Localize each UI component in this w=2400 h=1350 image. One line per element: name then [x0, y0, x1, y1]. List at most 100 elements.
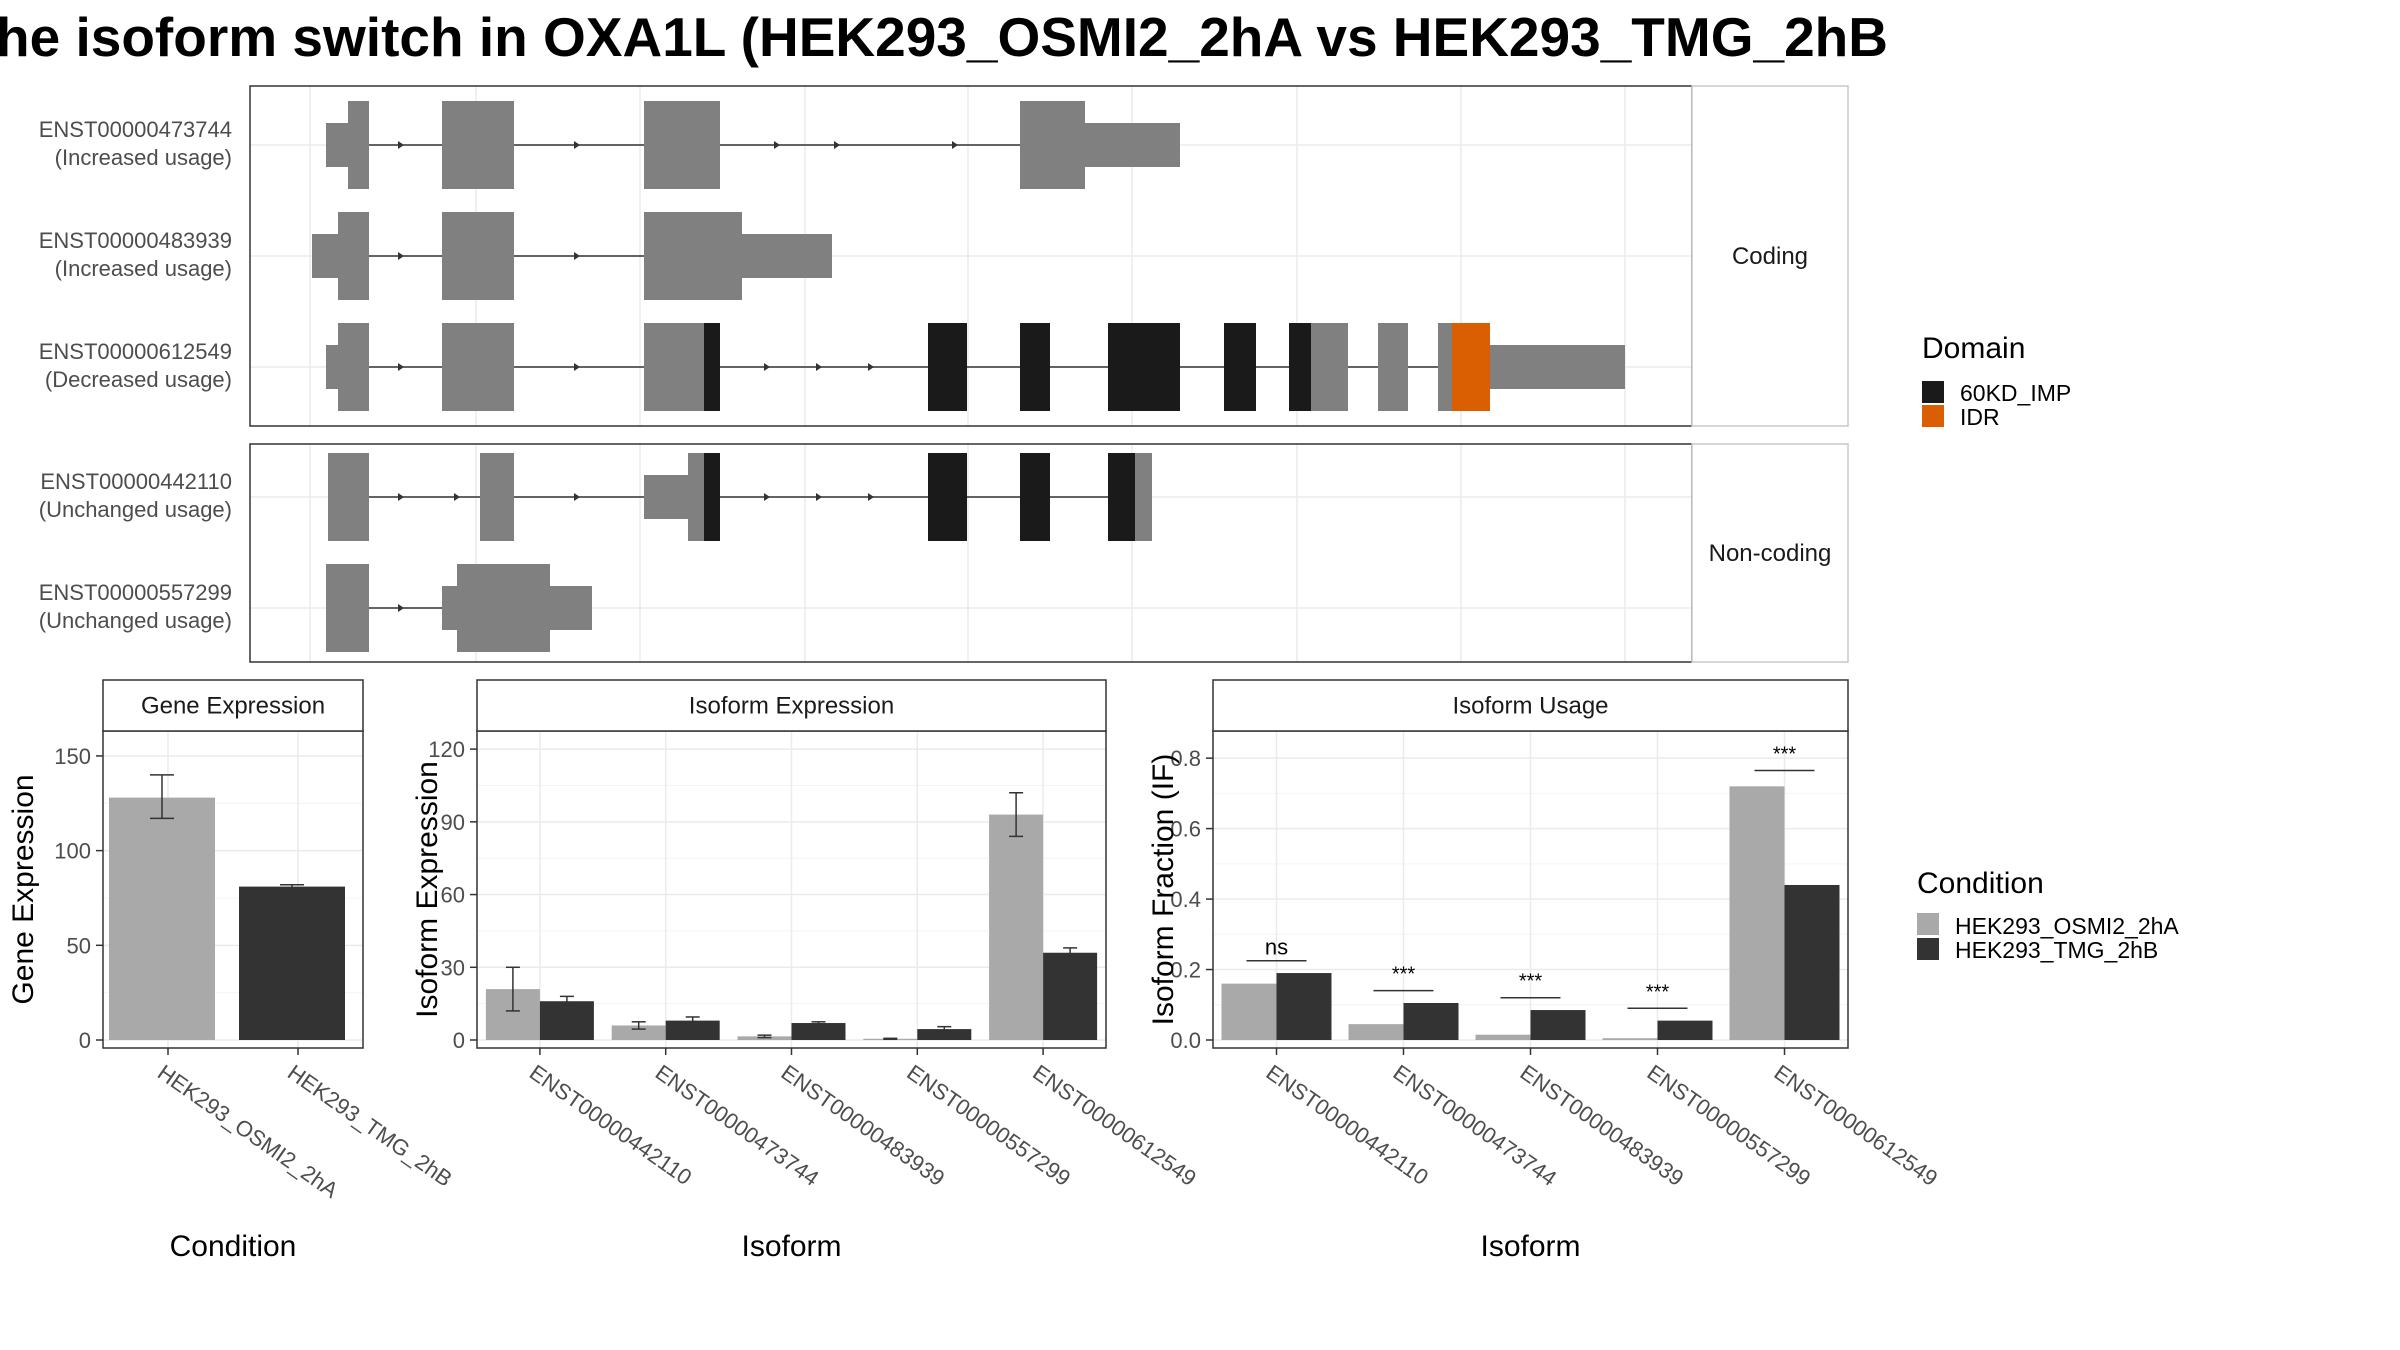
y-tick-label: 0 — [79, 1028, 91, 1053]
condition-legend-title: Condition — [1917, 867, 2044, 900]
transcript-group-non-coding: ENST00000442110 (Unchanged usage) ENST0000… — [39, 443, 1849, 663]
utr-block — [442, 586, 457, 630]
y-axis-title: Isoform Fraction (IF) — [1147, 754, 1180, 1026]
bar — [917, 1029, 972, 1040]
significance-label: *** — [1392, 964, 1416, 986]
bar — [611, 1025, 666, 1040]
chart-title: Gene Expression — [141, 693, 325, 720]
y-tick-label: 0.0 — [1170, 1028, 1201, 1053]
exon-block — [1135, 453, 1152, 541]
transcript-id-label: ENST00000473744 — [39, 117, 232, 142]
utr-block — [312, 234, 338, 278]
bar — [665, 1020, 720, 1040]
chart-title: Isoform Expression — [689, 693, 894, 720]
y-tick-label: 50 — [67, 933, 91, 958]
transcript-id-label: ENST00000483939 — [39, 228, 232, 253]
legend-label-condition-b: HEK293_TMG_2hB — [1955, 937, 2158, 963]
intron-arrow — [574, 493, 580, 501]
bar — [1729, 786, 1785, 1040]
exon-block — [326, 564, 369, 652]
facet-strip-label: Coding — [1732, 243, 1808, 270]
exon-block — [442, 323, 514, 411]
domain-block — [704, 453, 720, 541]
y-axis-title: Gene Expression — [7, 774, 40, 1004]
utr-block — [644, 475, 688, 519]
facet-strip — [476, 679, 1107, 732]
exon-block — [644, 101, 720, 189]
transcript-usage-label: (Unchanged usage) — [39, 608, 232, 633]
exon-block — [1438, 323, 1452, 411]
bar — [1530, 1010, 1586, 1040]
y-tick-label: 30 — [441, 955, 465, 980]
transcript-track — [326, 564, 592, 652]
y-tick-label: 120 — [428, 737, 465, 762]
y-tick-label: 0.4 — [1170, 887, 1201, 912]
y-tick-label: 150 — [54, 744, 91, 769]
utr-block — [742, 234, 832, 278]
transcript-usage-label: (Decreased usage) — [45, 367, 232, 392]
exon-block — [442, 101, 514, 189]
bar-charts: Gene Expression050100150HEK293_OSMI2_2hA… — [7, 679, 1942, 1263]
domain-block — [928, 323, 967, 411]
exon-block — [1311, 323, 1348, 411]
utr-block — [1085, 123, 1180, 167]
transcript-group-coding: ENST00000473744 (Increased usage) ENST0000… — [39, 85, 1849, 427]
significance-label: ns — [1265, 935, 1288, 960]
exon-block — [480, 453, 514, 541]
bar — [1221, 983, 1277, 1040]
chart-isoform-expression: Isoform Expression0306090120ENST00000442… — [411, 679, 1201, 1263]
y-tick-label: 100 — [54, 839, 91, 864]
exon-block — [688, 453, 704, 541]
significance-label: *** — [1773, 743, 1797, 765]
legend-swatch-idr — [1922, 405, 1944, 427]
y-tick-label: 0.8 — [1170, 746, 1201, 771]
domain-legend-title: Domain — [1922, 332, 2025, 365]
facet-strip — [1212, 679, 1849, 732]
domain-block — [1108, 323, 1180, 411]
intron-arrow — [952, 141, 958, 149]
bar — [989, 814, 1044, 1040]
intron-arrow — [834, 141, 840, 149]
transcript-track — [312, 212, 832, 300]
intron-arrow — [868, 363, 874, 371]
utr-block — [1490, 345, 1625, 389]
legend-swatch-60kd-imp — [1922, 381, 1944, 403]
condition-legend: Condition HEK293_OSMI2_2hA HEK293_TMG_2h… — [1917, 867, 2179, 963]
intron-arrow — [398, 141, 404, 149]
exon-block — [644, 212, 742, 300]
bar — [539, 1001, 594, 1040]
transcript-track — [326, 323, 1625, 411]
intron-arrow — [764, 493, 770, 501]
transcript-structure-panel: ENST00000473744 (Increased usage) ENST0000… — [39, 85, 1849, 663]
domain-block — [1452, 323, 1490, 411]
legend-swatch-condition-a — [1917, 913, 1939, 935]
intron-arrow — [816, 363, 822, 371]
intron-arrow — [398, 604, 404, 612]
exon-block — [1378, 323, 1408, 411]
significance-label: *** — [1519, 971, 1543, 993]
bar — [1348, 1024, 1404, 1040]
transcript-id-label: ENST00000612549 — [39, 339, 232, 364]
facet-strip — [1691, 443, 1849, 663]
transcript-track — [326, 101, 1180, 189]
x-axis-title: Isoform — [741, 1230, 841, 1263]
domain-block — [1108, 453, 1135, 541]
exon-block — [457, 564, 550, 652]
x-axis-title: Condition — [170, 1230, 297, 1263]
utr-block — [550, 586, 592, 630]
domain-block — [928, 453, 967, 541]
intron-arrow — [454, 493, 460, 501]
facet-strip — [102, 679, 364, 732]
exon-block — [338, 212, 369, 300]
intron-arrow — [398, 493, 404, 501]
domain-block — [1224, 323, 1256, 411]
exon-block — [348, 101, 369, 189]
bar — [1475, 1034, 1531, 1040]
exon-block — [442, 212, 514, 300]
bar — [1403, 1003, 1459, 1040]
exon-block — [338, 323, 369, 411]
domain-block — [1289, 323, 1311, 411]
y-tick-label: 0.2 — [1170, 958, 1201, 983]
transcript-id-label: ENST00000557299 — [39, 580, 232, 605]
